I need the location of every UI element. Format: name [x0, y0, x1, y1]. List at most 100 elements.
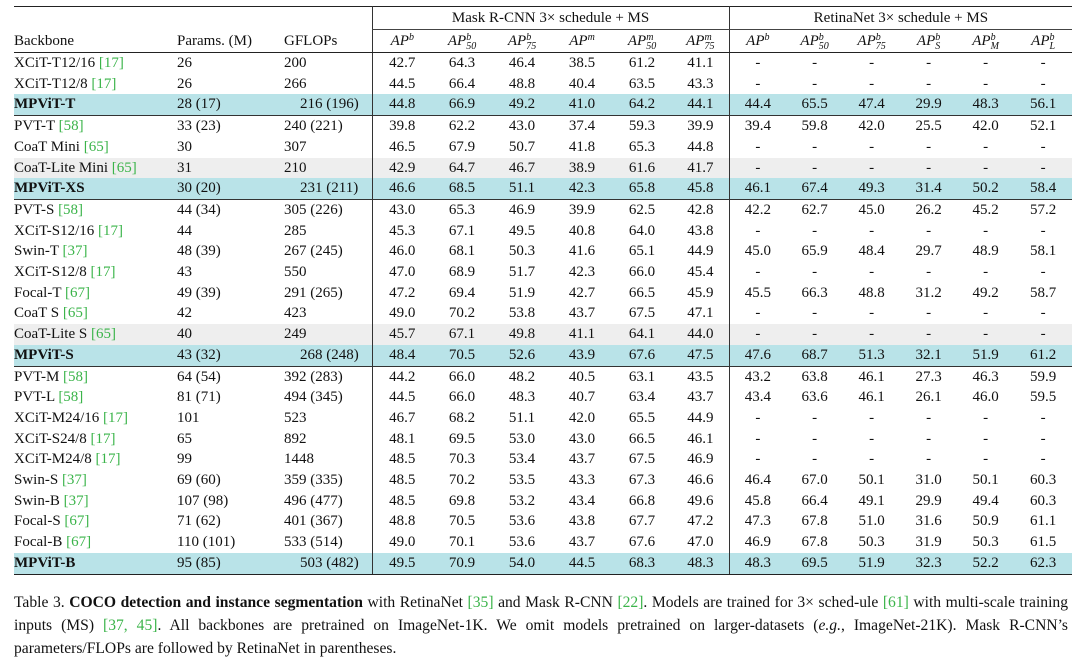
- citation-link[interactable]: [65]: [83, 138, 109, 155]
- backbone-cell: XCiT-M24/16 [17]: [14, 408, 177, 429]
- params-cell: 43 (32): [177, 344, 284, 367]
- citation-link[interactable]: [67]: [64, 513, 90, 530]
- retinanet-value-cell: 67.8: [801, 534, 828, 551]
- params-cell: 26: [177, 55, 192, 71]
- retinanet-value-cell: -: [869, 55, 875, 71]
- retinanet-value-cell: 59.5: [1029, 389, 1057, 406]
- mask-rcnn-value-cell: 51.1: [492, 178, 553, 200]
- mask-rcnn-value-cell: 48.3: [508, 389, 536, 406]
- backbone-cell: PVT-S [58]: [14, 199, 177, 220]
- citation-link[interactable]: [58]: [58, 118, 84, 135]
- retinanet-value-cell: -: [1014, 324, 1073, 345]
- retinanet-value-cell: -: [812, 75, 818, 92]
- citation-link[interactable]: [37]: [63, 492, 89, 509]
- mask-rcnn-value-cell: 45.3: [371, 220, 433, 242]
- citation-link[interactable]: [65]: [62, 305, 88, 322]
- citation-link[interactable]: [17]: [90, 430, 116, 447]
- params-cell: 44 (34): [177, 201, 221, 218]
- mask-rcnn-value-cell: 64.7: [432, 157, 493, 179]
- mask-rcnn-value-cell: 46.1: [687, 430, 714, 447]
- ap-metric-label: AP m: [569, 31, 595, 49]
- retinanet-value-cell: 45.5: [728, 282, 787, 304]
- table-row: PVT-M [58] 64 (54) 392 (283) 44.2 66.0 48.2 40…: [14, 366, 1072, 388]
- mask-rcnn-value-cell: 51.9: [508, 284, 536, 301]
- mask-rcnn-value-cell: 68.1: [448, 243, 476, 260]
- mask-rcnn-value-cell: 52.6: [492, 344, 553, 367]
- backbone-cell: MPViT-S: [14, 344, 177, 367]
- mask-rcnn-value-cell: 54.0: [492, 552, 553, 575]
- mask-rcnn-value-cell: 42.3: [552, 178, 613, 200]
- citation-link[interactable]: [58]: [58, 201, 84, 218]
- retinanet-value-cell: 61.1: [1029, 513, 1057, 530]
- mask-rcnn-value-cell: 48.4: [371, 344, 433, 367]
- retinanet-value-cell: 49.4: [972, 492, 999, 509]
- mask-rcnn-value-cell: 43.9: [552, 344, 613, 367]
- retinanet-value-cell: -: [926, 75, 932, 92]
- citation-link[interactable]: [67]: [64, 284, 90, 301]
- retinanet-value-cell: -: [1040, 430, 1046, 447]
- mask-rcnn-value-cell: 40.7: [568, 389, 596, 406]
- citation-link[interactable]: [37]: [61, 472, 87, 489]
- ap-metric-label: AP m 75: [686, 31, 715, 52]
- citation-link[interactable]: [17]: [91, 75, 117, 92]
- citation-link[interactable]: [65]: [111, 159, 137, 176]
- mask-rcnn-value-cell: 42.3: [568, 264, 596, 281]
- table-row: CoaT S [65] 42 423 49.0 70.2 53.8 43.7 67.5 47.1…: [14, 303, 1072, 325]
- table-row: XCiT-S12/8 [17] 43 550 47.0 68.9 51.7 42.3 66.0…: [14, 262, 1072, 283]
- retinanet-value-cell: 69.5: [786, 552, 844, 575]
- citation-link[interactable]: [17]: [95, 451, 121, 468]
- retinanet-value-cell: -: [1040, 264, 1046, 281]
- retinanet-value-cell: -: [728, 136, 787, 158]
- results-table-container: Mask R-CNN 3× schedule + MS RetinaNet 3×…: [14, 6, 1073, 575]
- mask-rcnn-value-cell: 70.5: [432, 344, 493, 367]
- backbone-cell: PVT-T [58]: [14, 116, 177, 137]
- citation-link[interactable]: [22]: [617, 594, 644, 611]
- retinanet-value-cell: 58.4: [1014, 178, 1073, 200]
- caption-text: . All backbones are pretrained on ImageN…: [157, 617, 819, 634]
- backbone-name: MPViT-B: [14, 554, 76, 571]
- params-cell: 48 (39): [177, 243, 221, 260]
- backbone-cell: XCiT-T12/16 [17]: [14, 53, 177, 74]
- citation-link[interactable]: [17]: [98, 222, 124, 239]
- citation-link[interactable]: [37]: [62, 243, 88, 260]
- mask-rcnn-value-cell: 65.3: [448, 201, 476, 218]
- citation-link[interactable]: [65]: [90, 326, 116, 343]
- mask-col-header: AP m 50: [612, 29, 673, 53]
- params-cell: 42: [177, 305, 192, 322]
- citation-link[interactable]: [17]: [98, 55, 124, 71]
- backbone-name: PVT-T: [14, 118, 55, 135]
- mask-rcnn-value-cell: 43.0: [508, 118, 536, 135]
- backbone-cell: MPViT-T: [14, 94, 177, 117]
- mask-rcnn-value-cell: 66.5: [628, 430, 656, 447]
- citation-link[interactable]: [17]: [90, 264, 116, 281]
- citation-link[interactable]: [67]: [66, 534, 92, 551]
- citation-link[interactable]: [17]: [103, 409, 129, 426]
- retinanet-value-cell: -: [728, 220, 787, 242]
- citation-link[interactable]: [58]: [58, 389, 84, 406]
- backbone-name: MPViT-T: [14, 96, 76, 113]
- retinanet-value-cell: -: [843, 157, 901, 179]
- retinanet-value-cell: 49.3: [843, 178, 901, 200]
- mask-rcnn-value-cell: 65.5: [628, 409, 656, 426]
- retinanet-value-cell: 58.1: [1029, 243, 1057, 260]
- citation-link[interactable]: [37, 45]: [103, 617, 158, 634]
- retinanet-value-cell: -: [900, 324, 958, 345]
- retinanet-value-cell: -: [1040, 138, 1046, 155]
- retinanet-value-cell: 57.2: [1029, 201, 1057, 218]
- mask-rcnn-value-cell: 41.7: [672, 157, 730, 179]
- mask-rcnn-value-cell: 43.0: [371, 199, 433, 221]
- mask-rcnn-value-cell: 66.0: [448, 389, 476, 406]
- retinanet-value-cell: 59.8: [801, 118, 828, 135]
- mask-rcnn-value-cell: 70.2: [448, 472, 476, 489]
- table-row: XCiT-S24/8 [17] 65 892 48.1 69.5 53.0 43.0 66.5…: [14, 428, 1072, 450]
- retinanet-value-cell: 29.9: [915, 492, 942, 509]
- citation-link[interactable]: [35]: [467, 594, 494, 611]
- retinanet-value-cell: 44.4: [728, 94, 787, 117]
- retinanet-value-cell: -: [926, 430, 932, 447]
- citation-link[interactable]: [58]: [63, 368, 89, 385]
- citation-link[interactable]: [61]: [882, 594, 909, 611]
- mask-rcnn-value-cell: 38.5: [568, 55, 596, 71]
- backbone-cell: CoaT Mini [65]: [14, 137, 177, 158]
- retinanet-value-cell: 47.4: [843, 94, 901, 117]
- table-row: PVT-L [58] 81 (71) 494 (345) 44.5 66.0 48.3 40…: [14, 387, 1072, 408]
